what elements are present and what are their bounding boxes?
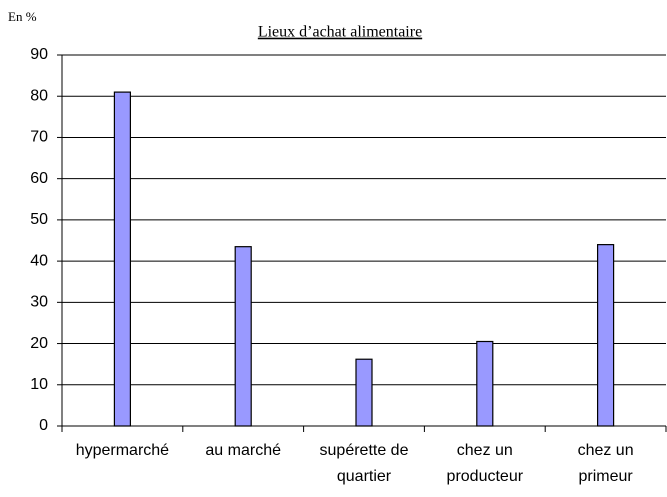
- page: En % Lieux d’achat alimentaire 0 10 20 30 40…: [0, 0, 667, 497]
- y-tick-label: 80: [30, 87, 48, 104]
- y-tick-label: 0: [39, 417, 48, 434]
- y-tick-label: 60: [30, 170, 48, 187]
- y-tick-label: 30: [30, 294, 48, 311]
- bar: [235, 247, 251, 426]
- y-tick-label: 40: [30, 252, 48, 269]
- x-tick-label: chez un primeur: [550, 438, 662, 490]
- y-tick-label: 20: [30, 335, 48, 352]
- chart: En % Lieux d’achat alimentaire 0 10 20 30 40…: [0, 0, 667, 497]
- bar: [356, 359, 372, 426]
- x-tick-label: chez un producteur: [429, 438, 541, 490]
- x-tick-label: hypermarché: [66, 438, 178, 464]
- y-tick-label: 70: [30, 129, 48, 146]
- bar: [598, 245, 614, 426]
- x-tick-label: au marché: [187, 438, 299, 464]
- bar: [477, 341, 493, 426]
- bar: [114, 92, 130, 426]
- y-tick-label: 90: [30, 46, 48, 63]
- y-axis-label: En %: [8, 9, 37, 24]
- x-tick-label: supérette de quartier: [308, 438, 420, 490]
- y-tick-label: 50: [30, 211, 48, 228]
- chart-title: Lieux d’achat alimentaire: [258, 24, 422, 41]
- y-tick-label: 10: [30, 376, 48, 393]
